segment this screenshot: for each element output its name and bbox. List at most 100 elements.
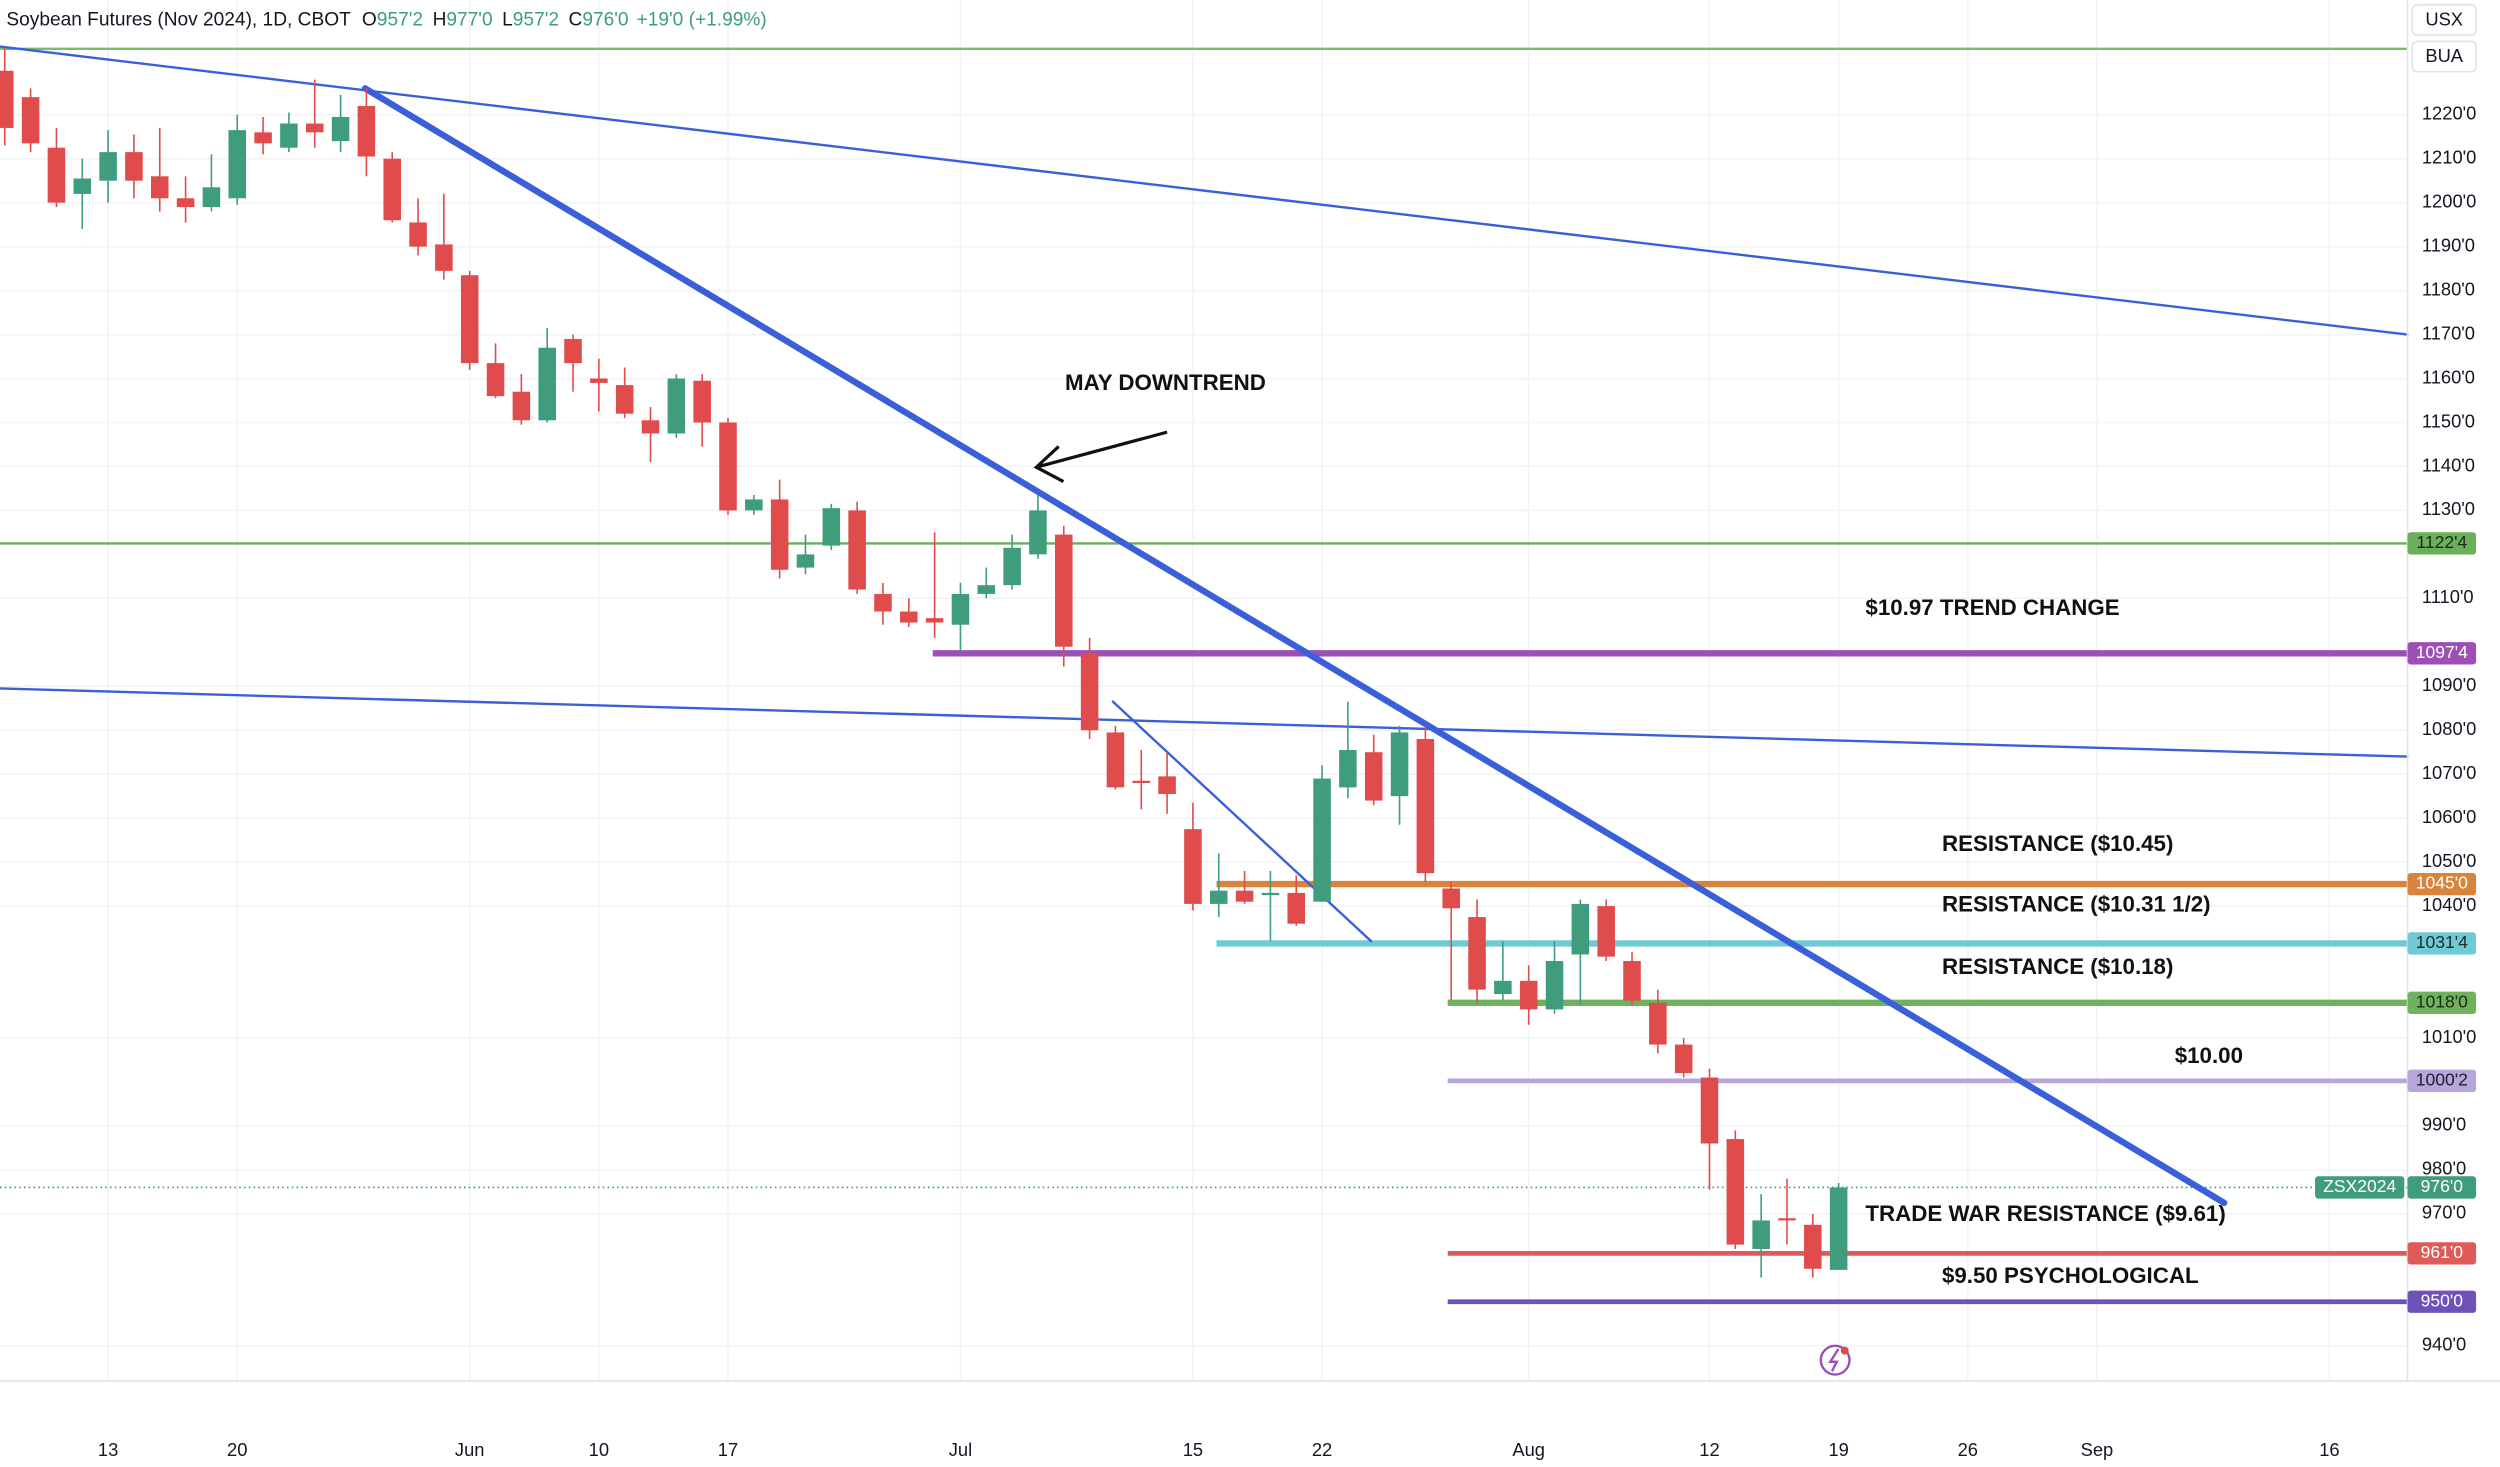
annotation: MAY DOWNTREND (1065, 370, 1266, 395)
annotation: TRADE WAR RESISTANCE ($9.61) (1865, 1201, 2225, 1226)
y-tick-label: 1150'0 (2422, 410, 2475, 431)
annotation: $10.00 (2175, 1043, 2243, 1068)
y-tick-label: 940'0 (2422, 1334, 2466, 1355)
candle-body (357, 105, 376, 157)
trend-line (0, 45, 2409, 336)
x-tick-label: 15 (1183, 1439, 1203, 1460)
price-badge-label: 961'0 (2421, 1242, 2464, 1262)
candle-body (331, 116, 350, 142)
candle-body (925, 618, 944, 623)
y-tick-label: 1110'0 (2422, 586, 2474, 607)
candle-body (435, 244, 453, 271)
candle-body (1519, 980, 1538, 1010)
x-tick-label: 12 (1699, 1439, 1719, 1460)
candle-body (1261, 892, 1280, 896)
y-tick-label: 1190'0 (2422, 234, 2475, 255)
price-badge-label: 1097'4 (2416, 642, 2468, 662)
candle-body (1545, 961, 1564, 1010)
candle-body (1287, 892, 1306, 924)
x-tick-label: Jun (455, 1439, 485, 1460)
price-badge-label: 1045'0 (2416, 873, 2468, 893)
price-badge-label: 976'0 (2421, 1176, 2464, 1196)
y-tick-label: 1010'0 (2422, 1026, 2476, 1047)
candle-body (125, 152, 143, 181)
symbol-title: Soybean Futures (Nov 2024), 1D, CBOT (6, 10, 351, 31)
currency: USX (2425, 9, 2463, 30)
price-badge (2407, 932, 2477, 955)
candle-body (564, 338, 582, 364)
candle-body (1390, 732, 1409, 797)
currency-box[interactable] (2411, 3, 2477, 36)
unit-box[interactable] (2411, 40, 2477, 73)
candle-body (512, 391, 531, 421)
price-badge (2407, 1290, 2477, 1313)
candle-body (1649, 1002, 1667, 1045)
symbol-badge (2315, 1176, 2405, 1199)
chart-header: Soybean Futures (Nov 2024), 1D, CBOT O957… (6, 10, 766, 31)
trend-line (0, 687, 2409, 758)
y-tick-label: 1130'0 (2422, 498, 2475, 519)
candle-body (1055, 534, 1073, 647)
change-value: +19'0 (+1.99%) (637, 10, 767, 31)
symbol-badge-label: ZSX2024 (2323, 1176, 2396, 1196)
y-tick-label: 980'0 (2422, 1158, 2466, 1179)
replay-icon[interactable] (1819, 1344, 1851, 1376)
candle-body (1804, 1224, 1822, 1269)
candle-body (1364, 752, 1383, 801)
candle-body (1184, 829, 1202, 904)
candle-body (150, 176, 169, 199)
candle-body (1106, 732, 1125, 788)
candle-body (1597, 906, 1615, 957)
x-tick-label: 13 (98, 1439, 118, 1460)
candle-body (1003, 547, 1021, 586)
x-tick-label: Aug (1512, 1439, 1545, 1460)
candle-body (719, 422, 737, 511)
candle-body (1416, 739, 1435, 874)
candle-body (1674, 1044, 1693, 1074)
price-badge (2407, 872, 2477, 896)
y-tick-label: 1170'0 (2422, 322, 2475, 343)
candle-body (615, 385, 634, 414)
y-tick-label: 1090'0 (2422, 674, 2476, 695)
candle-body (1235, 890, 1254, 902)
candle-body (745, 499, 763, 511)
candle-body (1752, 1220, 1770, 1250)
unit: BUA (2425, 45, 2463, 66)
candle-body (1700, 1077, 1719, 1144)
candle-body (1571, 903, 1590, 955)
candle-body (383, 158, 401, 221)
x-tick-label: 17 (718, 1439, 738, 1460)
x-tick-label: 19 (1828, 1439, 1848, 1460)
x-tick-label: 20 (227, 1439, 247, 1460)
candle-body (538, 347, 556, 421)
y-tick-label: 1080'0 (2422, 718, 2476, 739)
grid (0, 0, 2408, 1381)
candle-body (977, 585, 996, 594)
annotation: $9.50 PSYCHOLOGICAL (1942, 1263, 2199, 1288)
price-badge (2407, 642, 2477, 665)
x-tick-label: 22 (1312, 1439, 1332, 1460)
candle-body (951, 593, 970, 625)
candle-body (47, 147, 66, 203)
price-badge-label: 950'0 (2421, 1290, 2464, 1310)
price-badge (2407, 991, 2477, 1014)
trend-line (361, 85, 2228, 1207)
y-tick-label: 1180'0 (2422, 278, 2475, 299)
x-tick-label: Sep (2081, 1439, 2114, 1460)
candle-body (460, 275, 479, 364)
candle-body (176, 198, 195, 208)
candle-body (1442, 888, 1460, 909)
price-badge-label: 1018'0 (2416, 991, 2468, 1011)
y-tick-label: 1200'0 (2422, 191, 2476, 212)
x-tick-label: 10 (589, 1439, 609, 1460)
candle-body (874, 593, 892, 612)
candle-body (99, 152, 117, 181)
y-tick-label: 1050'0 (2422, 850, 2476, 871)
candle-body (228, 130, 247, 199)
ohlc-value: 977'0 (446, 10, 492, 31)
price-badge (2407, 1069, 2477, 1093)
candle-body (1494, 980, 1512, 995)
